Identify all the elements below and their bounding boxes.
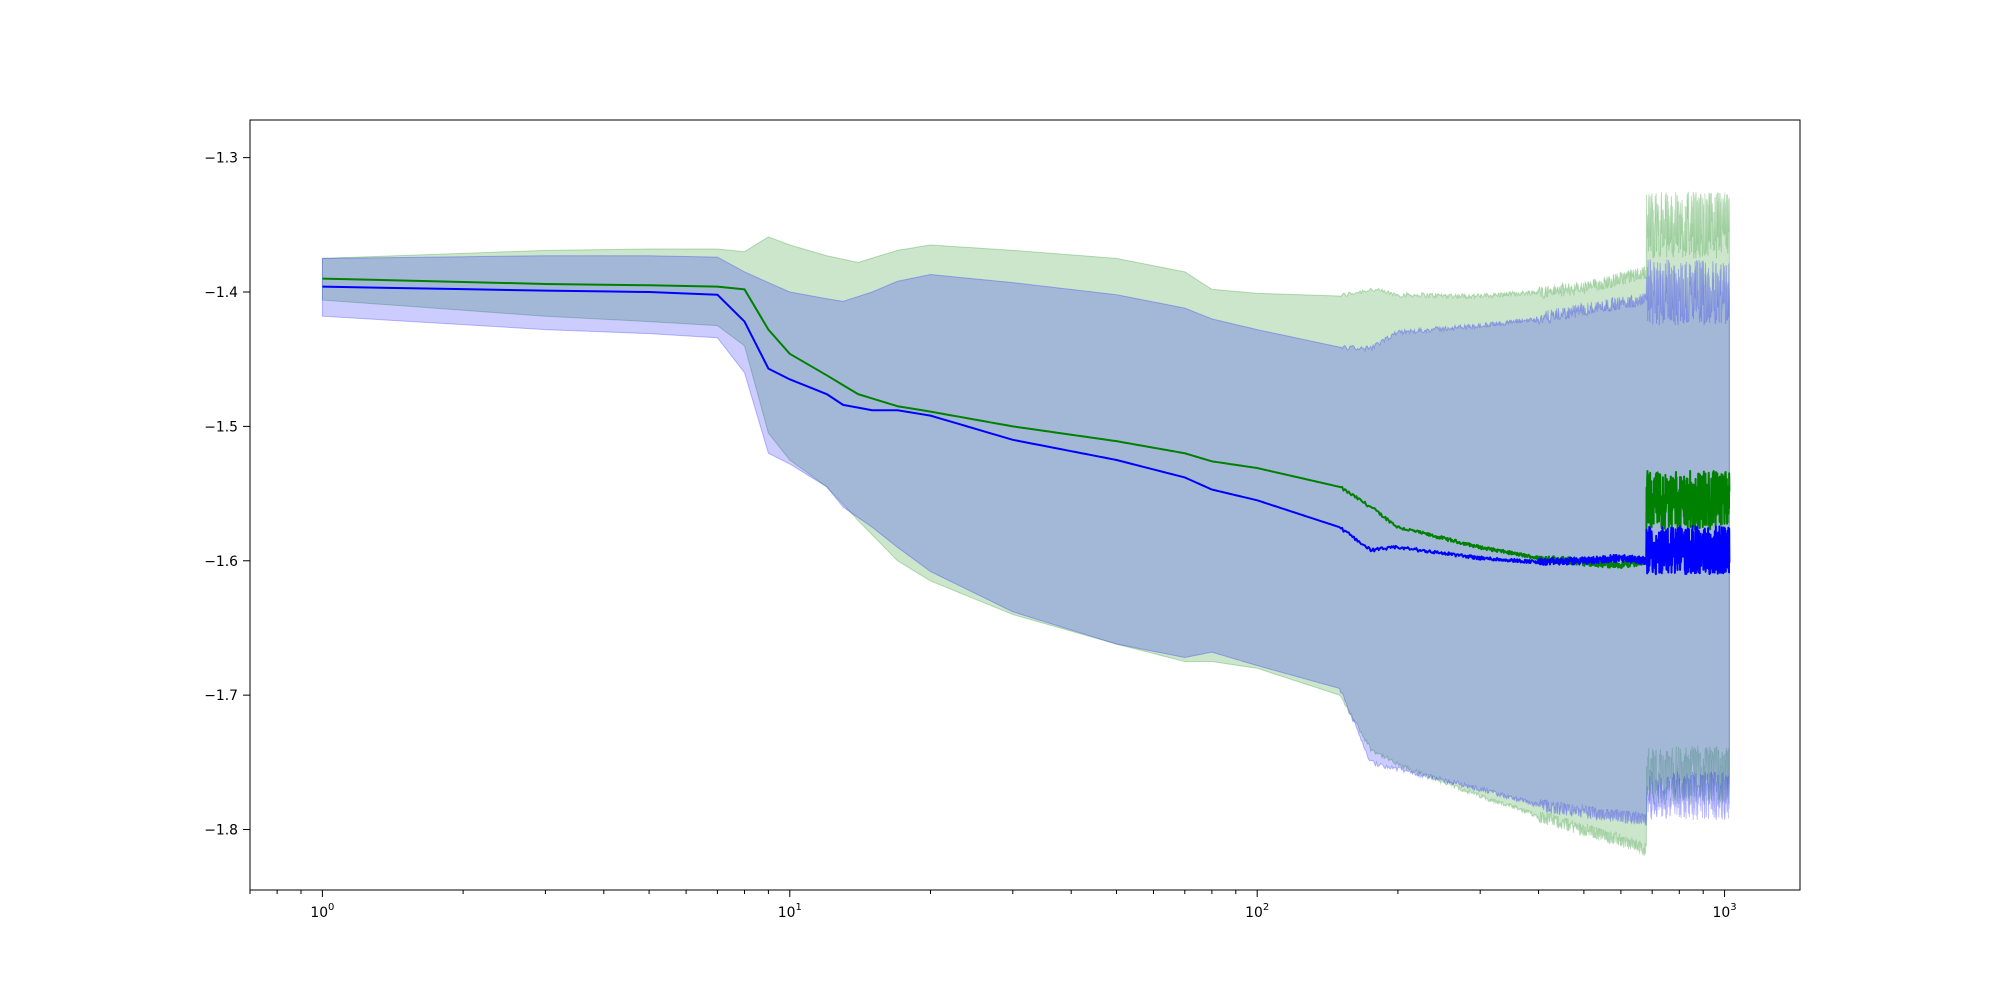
- series-layer: [321, 191, 1731, 857]
- series-1-confidence-band: [321, 191, 1730, 857]
- x-tick-label: 102: [1245, 902, 1269, 921]
- x-axis: 100 101 102 103: [249, 890, 1737, 921]
- x-tick-label: 100: [310, 902, 334, 921]
- y-tick-label: −1.4: [204, 285, 238, 301]
- plot-frame: [249, 119, 1801, 891]
- series-2-mean-line: [322, 285, 1731, 576]
- y-tick-label: −1.8: [204, 823, 238, 839]
- y-tick-label: −1.3: [204, 151, 238, 167]
- x-tick-label: 103: [1713, 902, 1737, 921]
- series-2-confidence-band: [321, 255, 1730, 826]
- y-axis: −1.3 −1.4 −1.5 −1.6 −1.7 −1.8: [204, 151, 250, 839]
- y-tick-label: −1.7: [204, 688, 238, 704]
- x-tick-label: 101: [778, 902, 802, 921]
- y-tick-label: −1.5: [204, 419, 238, 435]
- y-tick-label: −1.6: [204, 554, 238, 570]
